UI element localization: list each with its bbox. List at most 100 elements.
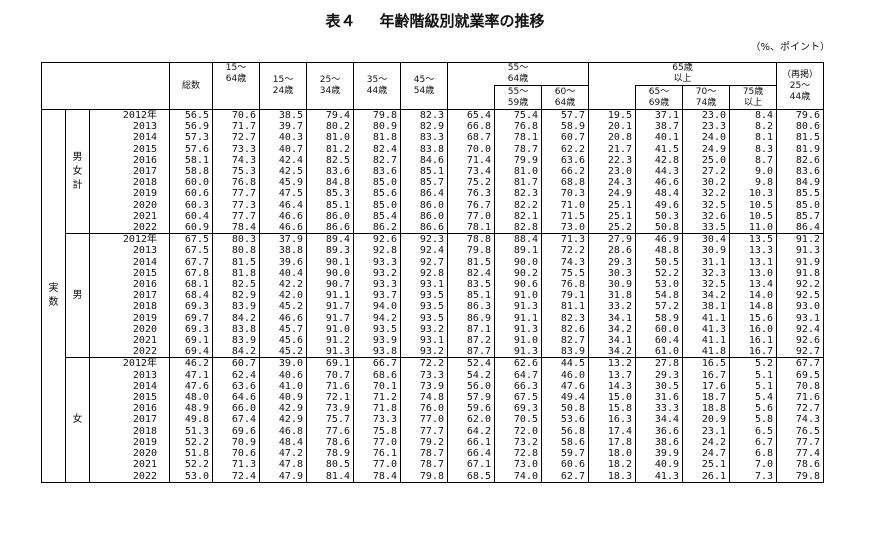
value-cell: 49.6 xyxy=(635,199,683,211)
value-cell: 83.8 xyxy=(212,323,260,336)
value-cell: 80.8 xyxy=(212,245,260,257)
value-cell: 54.2 xyxy=(447,369,495,381)
value-cell: 60.4 xyxy=(169,210,213,223)
value-cell: 16.7 xyxy=(729,346,777,359)
value-cell: 46.2 xyxy=(169,357,213,370)
value-cell: 38.1 xyxy=(682,301,730,313)
value-cell: 82.2 xyxy=(494,199,542,211)
year-cell: 2018 xyxy=(89,301,170,313)
value-cell: 86.3 xyxy=(447,301,495,313)
value-cell: 13.2 xyxy=(588,357,636,370)
group-label: 男 xyxy=(65,233,90,359)
value-cell: 30.2 xyxy=(682,177,730,189)
value-cell: 25.1 xyxy=(588,210,636,223)
value-cell: 67.7 xyxy=(169,256,213,268)
table-number: 表４ xyxy=(325,12,356,30)
value-cell: 93.1 xyxy=(776,312,824,324)
value-cell: 52.2 xyxy=(169,459,213,471)
value-cell: 60.3 xyxy=(169,199,213,211)
value-cell: 68.6 xyxy=(353,369,401,381)
value-cell: 17.8 xyxy=(588,436,636,449)
value-cell: 86.0 xyxy=(306,210,354,223)
value-cell: 92.3 xyxy=(400,233,448,246)
value-cell: 11.0 xyxy=(729,222,777,235)
value-cell: 14.0 xyxy=(729,290,777,302)
value-cell: 59.7 xyxy=(541,448,589,460)
value-cell: 41.0 xyxy=(259,380,307,393)
value-cell: 62.6 xyxy=(494,357,542,370)
value-cell: 76.8 xyxy=(494,121,542,133)
value-cell: 71.6 xyxy=(776,392,824,404)
value-cell: 34.4 xyxy=(635,414,683,426)
value-cell: 70.0 xyxy=(447,143,495,155)
value-cell: 85.0 xyxy=(353,177,401,189)
year-cell: 2020 xyxy=(89,323,170,336)
value-cell: 34.2 xyxy=(588,346,636,359)
table-body: 実 数男 女 計 2012年 56.5 70.6 38.5 79.4 79.8 82.3 65.… xyxy=(41,108,824,483)
value-cell: 16.7 xyxy=(682,369,730,381)
table-row: 2017 49.8 67.4 42.9 75.7 73.3 77.0 62.0 70.5 53.6… xyxy=(42,414,824,426)
value-cell: 45.2 xyxy=(259,346,307,359)
year-cell: 2015 xyxy=(89,392,170,404)
year-cell: 2021 xyxy=(89,459,170,471)
value-cell: 76.8 xyxy=(541,279,589,291)
value-cell: 33.3 xyxy=(635,403,683,415)
value-cell: 46.4 xyxy=(259,199,307,211)
value-cell: 31.6 xyxy=(635,392,683,404)
value-cell: 46.9 xyxy=(635,233,683,246)
value-cell: 89.3 xyxy=(306,245,354,257)
value-cell: 73.9 xyxy=(306,403,354,415)
value-cell: 76.0 xyxy=(400,403,448,415)
value-cell: 71.4 xyxy=(447,154,495,167)
value-cell: 69.1 xyxy=(169,335,213,347)
value-cell: 81.2 xyxy=(306,143,354,155)
value-cell: 66.8 xyxy=(447,121,495,133)
value-cell: 31.8 xyxy=(588,290,636,302)
table-row: 2019 69.7 84.2 46.6 91.7 94.2 93.5 86.9 91.1 82.3… xyxy=(42,312,824,324)
value-cell: 60.9 xyxy=(169,222,213,235)
value-cell: 92.6 xyxy=(776,335,824,347)
value-cell: 45.7 xyxy=(259,323,307,336)
value-cell: 76.3 xyxy=(447,188,495,200)
value-cell: 15.8 xyxy=(588,403,636,415)
value-cell: 88.4 xyxy=(494,233,542,246)
value-cell: 93.5 xyxy=(400,301,448,313)
value-cell: 41.8 xyxy=(682,346,730,359)
value-cell: 67.5 xyxy=(494,392,542,404)
value-cell: 44.3 xyxy=(635,166,683,178)
value-cell: 92.2 xyxy=(776,279,824,291)
value-cell: 46.6 xyxy=(259,312,307,324)
value-cell: 94.2 xyxy=(353,312,401,324)
table-row: 2017 58.8 75.3 42.5 83.6 83.6 85.1 73.4 81.0 66.2… xyxy=(42,166,824,178)
table-row: 2019 60.6 77.7 47.5 85.3 85.6 86.4 76.3 82.3 70.3… xyxy=(42,188,824,200)
value-cell: 32.6 xyxy=(682,210,730,223)
value-cell: 17.6 xyxy=(682,380,730,393)
value-cell: 8.4 xyxy=(729,109,777,122)
value-cell: 92.5 xyxy=(776,290,824,302)
value-cell: 62.4 xyxy=(212,369,260,381)
value-cell: 86.4 xyxy=(776,222,824,235)
value-cell: 85.7 xyxy=(400,177,448,189)
value-cell: 57.6 xyxy=(169,143,213,155)
value-cell: 81.5 xyxy=(776,132,824,144)
year-cell: 2017 xyxy=(89,290,170,302)
value-cell: 75.7 xyxy=(306,414,354,426)
table-row: 2018 69.3 83.9 45.2 91.7 94.0 93.5 86.3 91.3 81.1… xyxy=(42,301,824,313)
value-cell: 64.7 xyxy=(494,369,542,381)
value-cell: 70.6 xyxy=(212,109,260,122)
value-cell: 52.2 xyxy=(635,267,683,280)
value-cell: 77.0 xyxy=(447,210,495,223)
value-cell: 85.6 xyxy=(353,188,401,200)
value-cell: 68.4 xyxy=(169,290,213,302)
value-cell: 30.4 xyxy=(682,233,730,246)
value-cell: 86.0 xyxy=(400,210,448,223)
value-cell: 81.4 xyxy=(306,470,354,483)
value-cell: 8.2 xyxy=(729,121,777,133)
value-cell: 42.2 xyxy=(259,279,307,291)
value-cell: 76.1 xyxy=(353,448,401,460)
value-cell: 53.0 xyxy=(635,279,683,291)
value-cell: 82.7 xyxy=(541,335,589,347)
value-cell: 71.6 xyxy=(306,380,354,393)
value-cell: 48.8 xyxy=(635,245,683,257)
value-cell: 93.5 xyxy=(400,290,448,302)
